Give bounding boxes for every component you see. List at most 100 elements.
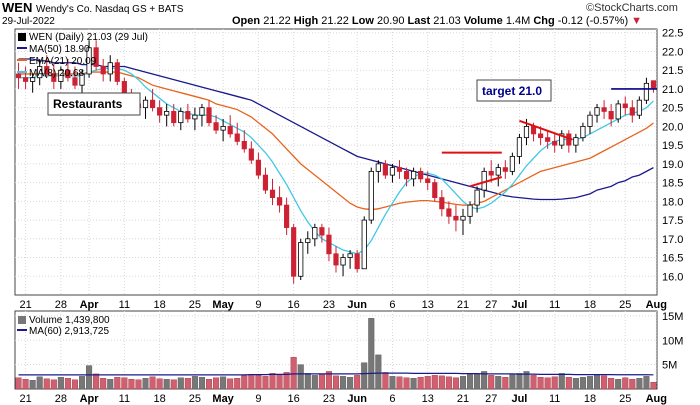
candle-body xyxy=(552,140,558,146)
volume-bar xyxy=(114,377,121,390)
candle-body xyxy=(509,155,515,172)
x-tick-label: 11 xyxy=(549,393,560,405)
candle-body xyxy=(453,215,459,221)
target-box xyxy=(476,79,552,102)
volume-bar xyxy=(100,378,107,390)
candle-body xyxy=(354,253,360,270)
candle-body xyxy=(291,227,297,277)
volume-bar xyxy=(107,379,114,390)
candle-body xyxy=(636,99,642,116)
legend-ema21: EMA(21) 20.09 xyxy=(29,56,97,67)
high-label: High xyxy=(293,15,319,27)
volume-bar xyxy=(417,377,424,390)
volume-bar xyxy=(57,377,64,390)
candle-body xyxy=(403,170,410,180)
volume-bar xyxy=(410,378,417,390)
volume-bar xyxy=(544,377,551,390)
candle-body xyxy=(157,107,163,116)
price-tick-label: 19.5 xyxy=(662,140,683,152)
x-tick-label: 21 xyxy=(19,393,31,405)
volume-bar xyxy=(205,379,213,390)
high-value: 21.22 xyxy=(321,15,349,27)
volume-bar xyxy=(382,372,389,390)
candle-body xyxy=(502,167,508,172)
legend-price-swatch xyxy=(18,33,26,41)
volume-bar xyxy=(227,378,234,390)
volume-bar xyxy=(530,375,537,390)
volume-bar xyxy=(128,379,135,390)
symbol-header: WEN Wendy's Co. Nasdaq GS + BATS xyxy=(2,0,183,15)
x-tick-label: May xyxy=(212,299,234,311)
restaurants-box xyxy=(47,92,141,116)
ema21-line xyxy=(18,71,654,211)
volume-bar xyxy=(93,373,100,390)
volume-bar xyxy=(269,373,276,390)
volume-bar xyxy=(43,378,50,390)
volume-bar xyxy=(318,374,325,390)
candle-body xyxy=(538,133,544,139)
candle-body xyxy=(580,126,586,139)
x-tick-label: 23 xyxy=(323,393,335,405)
x-tick-label: Apr xyxy=(80,393,100,405)
candle-body xyxy=(142,99,149,109)
price-tick-label: 18.5 xyxy=(662,178,683,190)
candle-body xyxy=(601,107,607,112)
x-tick-label: 21 xyxy=(457,393,469,405)
candle-body xyxy=(241,140,247,150)
candle-body xyxy=(432,182,438,198)
pennant-upper-line xyxy=(519,119,573,141)
x-tick-label: 18 xyxy=(584,393,596,405)
volume-bar xyxy=(255,375,262,390)
legend-price: WEN (Daily) 21.03 (29 Jul) xyxy=(29,32,148,43)
quote-summary: Open 21.22 High 21.22 Low 20.90 Last 21.… xyxy=(232,15,642,27)
candle-body xyxy=(37,66,43,79)
x-tick-label: 16 xyxy=(288,393,300,405)
x-tick-label: 25 xyxy=(189,299,201,311)
copyright-label[interactable]: ©StockCharts.com xyxy=(586,2,678,14)
volume-bar xyxy=(509,374,516,390)
volume-bar xyxy=(121,377,128,390)
volume-tick-label: 15M xyxy=(662,311,683,323)
volume-bar xyxy=(170,379,177,390)
candle-body xyxy=(347,253,353,258)
volume-bar xyxy=(311,375,318,390)
volume-bar xyxy=(368,318,375,390)
volume-bar xyxy=(198,377,205,390)
candle-body xyxy=(284,204,290,228)
x-tick-label: 6 xyxy=(389,299,395,311)
volume-bar xyxy=(86,365,93,390)
candle-body xyxy=(587,114,593,127)
volume-bar xyxy=(78,376,86,390)
low-value: 20.90 xyxy=(376,15,405,27)
candle-body xyxy=(643,82,650,101)
volume-bar xyxy=(622,377,629,390)
price-tick-label: 17.0 xyxy=(662,234,683,246)
volume-bar xyxy=(495,376,502,390)
candle-body xyxy=(51,73,57,82)
candle-body xyxy=(312,227,318,240)
price-tick-label: 20.0 xyxy=(662,121,683,133)
volume-bar xyxy=(389,376,396,390)
target-label: target 21.0 xyxy=(482,84,542,98)
candle-body xyxy=(298,242,304,277)
chart-date: 29-Jul-2022 xyxy=(2,16,55,27)
candle-body xyxy=(615,103,621,120)
candle-body xyxy=(305,238,311,243)
x-tick-label: Jun xyxy=(347,393,367,405)
volume-bar xyxy=(601,375,608,390)
price-tick-label: 21.5 xyxy=(662,65,683,77)
candle-body xyxy=(199,107,205,116)
x-tick-label: 23 xyxy=(323,299,335,311)
candle-body xyxy=(326,234,332,255)
x-tick-label: 6 xyxy=(389,393,395,405)
volume-bar xyxy=(361,362,368,390)
price-tick-label: 18.0 xyxy=(662,196,683,208)
candle-body xyxy=(65,69,71,79)
legend-ma50: MA(50) 18.90 xyxy=(29,44,90,55)
candle-body xyxy=(269,189,276,198)
volume-bar xyxy=(340,376,347,390)
candle-body xyxy=(72,77,78,86)
volume-bar xyxy=(445,376,452,390)
x-tick-label: 9 xyxy=(255,299,261,311)
